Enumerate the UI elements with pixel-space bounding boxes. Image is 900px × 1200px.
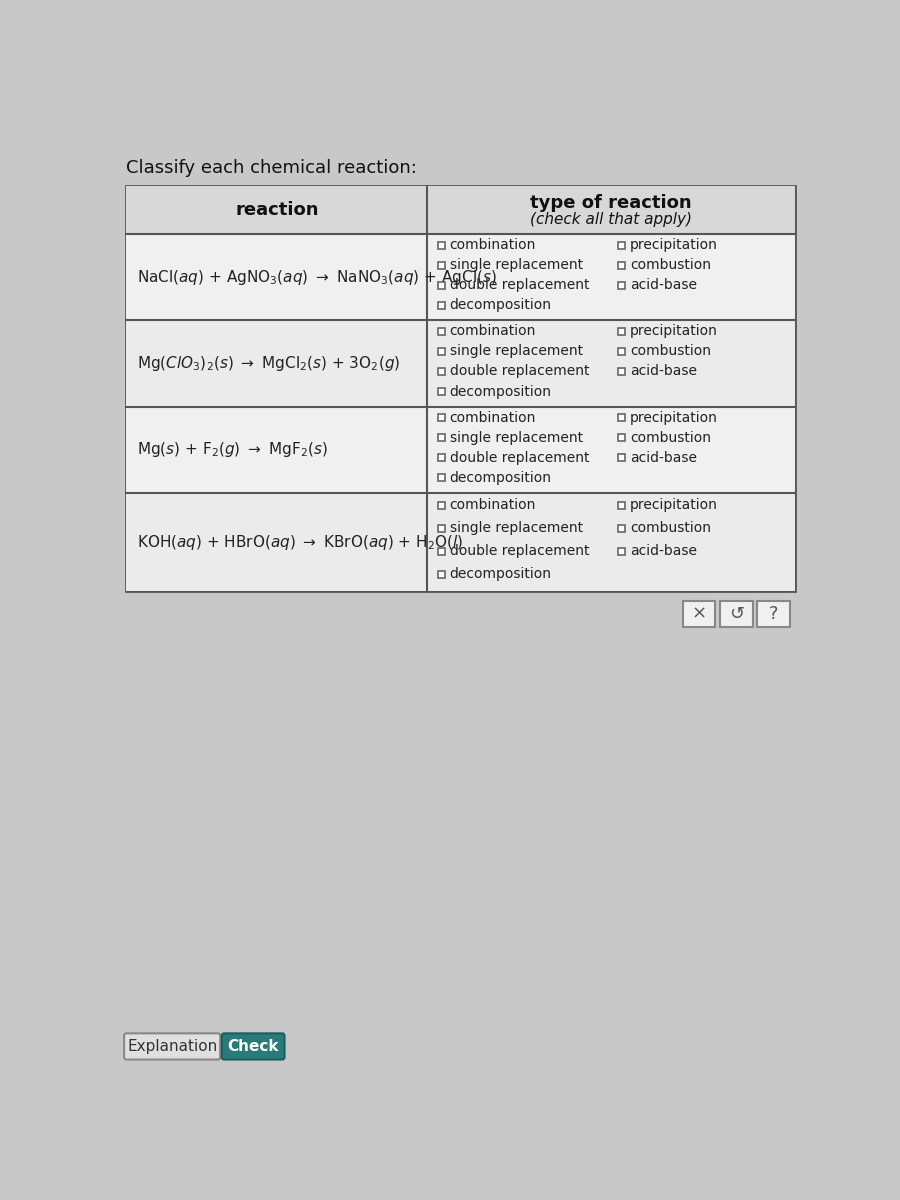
Bar <box>126 320 795 407</box>
Text: ?: ? <box>769 605 778 623</box>
Bar <box>438 502 445 509</box>
Bar <box>618 502 626 509</box>
Bar <box>438 348 445 355</box>
Text: decomposition: decomposition <box>450 470 552 485</box>
Bar <box>438 368 445 374</box>
Bar <box>438 524 445 532</box>
Bar <box>757 601 790 626</box>
Text: combustion: combustion <box>630 344 711 359</box>
Text: decomposition: decomposition <box>450 568 552 581</box>
Bar <box>618 368 626 374</box>
Text: KOH$(aq)$ + HBrO$(aq)$ $\rightarrow$ KBrO$(aq)$ + H$_2$O$(l)$: KOH$(aq)$ + HBrO$(aq)$ $\rightarrow$ KBr… <box>138 533 464 552</box>
Text: single replacement: single replacement <box>450 344 583 359</box>
Text: acid-base: acid-base <box>630 545 697 558</box>
Text: NaCl$(aq)$ + AgNO$_3$$(aq)$ $\rightarrow$ NaNO$_3$$(aq)$ + AgCl$(s)$: NaCl$(aq)$ + AgNO$_3$$(aq)$ $\rightarrow… <box>138 268 497 287</box>
Text: combustion: combustion <box>630 258 711 272</box>
Text: single replacement: single replacement <box>450 258 583 272</box>
Bar <box>618 348 626 355</box>
Bar <box>720 601 752 626</box>
Text: reaction: reaction <box>235 202 319 220</box>
FancyBboxPatch shape <box>124 1033 220 1060</box>
Text: acid-base: acid-base <box>630 365 697 378</box>
FancyBboxPatch shape <box>221 1033 284 1060</box>
Text: acid-base: acid-base <box>630 278 697 293</box>
Bar <box>126 493 795 592</box>
Bar <box>438 474 445 481</box>
Bar <box>126 234 795 320</box>
Bar <box>438 455 445 461</box>
Bar <box>618 524 626 532</box>
Bar <box>618 328 626 335</box>
Text: ↺: ↺ <box>729 605 744 623</box>
Bar <box>438 241 445 248</box>
Text: combustion: combustion <box>630 431 711 445</box>
Bar <box>618 455 626 461</box>
Bar <box>618 282 626 289</box>
Text: combination: combination <box>450 410 536 425</box>
Text: double replacement: double replacement <box>450 278 590 293</box>
Text: single replacement: single replacement <box>450 431 583 445</box>
Bar <box>438 388 445 395</box>
Bar <box>438 414 445 421</box>
Bar <box>438 282 445 289</box>
Bar <box>438 302 445 308</box>
Bar <box>618 262 626 269</box>
Text: ×: × <box>691 605 707 623</box>
Bar <box>618 434 626 442</box>
Text: Mg$(ClO_3)_2$$(s)$ $\rightarrow$ MgCl$_2$$(s)$ + 3O$_2$$(g)$: Mg$(ClO_3)_2$$(s)$ $\rightarrow$ MgCl$_2… <box>138 354 400 373</box>
Text: type of reaction: type of reaction <box>530 193 691 211</box>
Text: (check all that apply): (check all that apply) <box>530 212 692 227</box>
Bar <box>438 571 445 577</box>
Bar <box>126 186 427 234</box>
Bar <box>126 407 795 493</box>
Text: combination: combination <box>450 498 536 512</box>
Text: Check: Check <box>227 1039 278 1054</box>
Text: acid-base: acid-base <box>630 451 697 464</box>
Text: double replacement: double replacement <box>450 365 590 378</box>
Bar <box>126 186 795 592</box>
Bar <box>428 186 795 234</box>
Bar <box>438 547 445 554</box>
Bar <box>618 547 626 554</box>
Text: precipitation: precipitation <box>630 324 717 338</box>
Bar <box>438 328 445 335</box>
Text: double replacement: double replacement <box>450 451 590 464</box>
Text: decomposition: decomposition <box>450 384 552 398</box>
Text: precipitation: precipitation <box>630 238 717 252</box>
Text: combination: combination <box>450 324 536 338</box>
Text: combustion: combustion <box>630 521 711 535</box>
Text: Explanation: Explanation <box>127 1039 217 1054</box>
Bar <box>683 601 716 626</box>
Text: combination: combination <box>450 238 536 252</box>
Text: precipitation: precipitation <box>630 498 717 512</box>
Text: precipitation: precipitation <box>630 410 717 425</box>
Text: single replacement: single replacement <box>450 521 583 535</box>
Bar <box>618 241 626 248</box>
Text: Classify each chemical reaction:: Classify each chemical reaction: <box>126 160 418 178</box>
Text: Mg$(s)$ + F$_2$$(g)$ $\rightarrow$ MgF$_2$$(s)$: Mg$(s)$ + F$_2$$(g)$ $\rightarrow$ MgF$_… <box>138 440 328 460</box>
Bar <box>618 414 626 421</box>
Text: decomposition: decomposition <box>450 299 552 312</box>
Bar <box>438 434 445 442</box>
Text: double replacement: double replacement <box>450 545 590 558</box>
Bar <box>438 262 445 269</box>
